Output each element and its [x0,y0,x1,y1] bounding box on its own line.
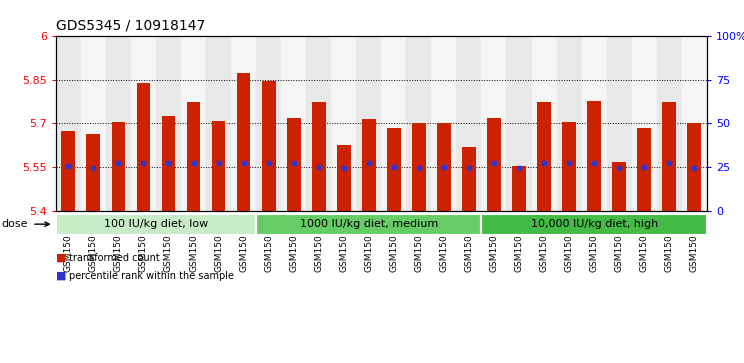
Text: ■: ■ [56,253,66,263]
Bar [106,36,131,211]
Bar [638,128,651,211]
Text: dose: dose [1,219,28,229]
Bar [582,36,606,211]
Bar [612,162,626,211]
Bar [487,118,501,211]
Bar [86,134,100,211]
Bar [456,36,481,211]
Text: transformed count: transformed count [69,253,160,263]
Bar [531,36,557,211]
Bar [62,131,75,211]
Bar [356,36,382,211]
Bar [262,81,275,211]
Bar [462,147,476,211]
Bar [387,128,401,211]
Bar [181,36,206,211]
Bar [687,123,701,211]
Text: percentile rank within the sample: percentile rank within the sample [69,271,234,281]
Bar [662,102,676,211]
Text: 10,000 IU/kg diet, high: 10,000 IU/kg diet, high [530,219,658,229]
Bar [562,122,576,211]
Bar [382,36,406,211]
Bar [187,102,200,211]
Bar [206,36,231,211]
Bar [406,36,432,211]
Bar [657,36,682,211]
FancyBboxPatch shape [56,213,256,235]
Bar [312,102,326,211]
FancyBboxPatch shape [256,213,481,235]
Bar [507,36,531,211]
Bar [632,36,657,211]
Bar [131,36,156,211]
Bar [281,36,307,211]
Bar [161,116,176,211]
Bar [587,101,601,211]
Bar [231,36,256,211]
Bar [512,166,526,211]
Bar [337,145,350,211]
Bar [481,36,507,211]
Bar [437,123,451,211]
Text: 100 IU/kg diet, low: 100 IU/kg diet, low [104,219,208,229]
FancyBboxPatch shape [481,213,707,235]
Bar [606,36,632,211]
Bar [137,83,150,211]
Bar [237,73,251,211]
Bar [112,122,125,211]
Bar [537,102,551,211]
Bar [307,36,331,211]
Text: 1000 IU/kg diet, medium: 1000 IU/kg diet, medium [300,219,438,229]
Bar [331,36,356,211]
Bar [81,36,106,211]
Bar [557,36,582,211]
Bar [682,36,707,211]
Bar [56,36,81,211]
Bar [211,121,225,211]
Bar [286,118,301,211]
Text: GDS5345 / 10918147: GDS5345 / 10918147 [56,19,205,32]
Bar [156,36,181,211]
Bar [256,36,281,211]
Bar [362,119,376,211]
Text: ■: ■ [56,271,66,281]
Bar [412,123,426,211]
Bar [432,36,456,211]
